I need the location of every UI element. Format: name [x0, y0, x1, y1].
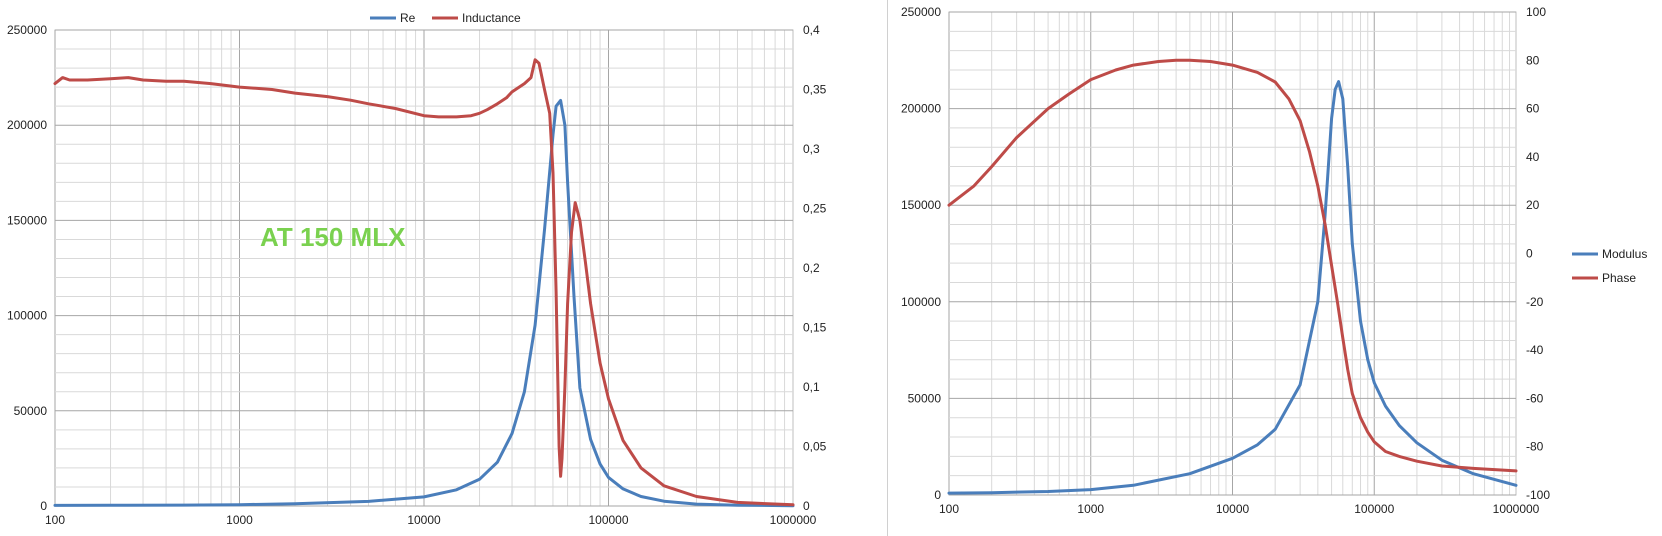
y-tick-label: 100000	[7, 309, 47, 323]
y-tick-label: 100000	[901, 295, 941, 309]
legend-label: Re	[400, 11, 416, 25]
y2-tick-label: 0	[1526, 247, 1533, 261]
x-tick-label: 10000	[1216, 502, 1250, 516]
y-tick-label: 150000	[901, 198, 941, 212]
y2-tick-label: 0,1	[803, 380, 820, 394]
y2-tick-label: 80	[1526, 53, 1540, 67]
y2-tick-label: 0,05	[803, 440, 827, 454]
y2-tick-label: 100	[1526, 5, 1546, 19]
y2-tick-label: -60	[1526, 391, 1544, 405]
x-tick-label: 100000	[1354, 502, 1394, 516]
y-tick-label: 0	[40, 499, 47, 513]
y2-tick-label: -80	[1526, 440, 1544, 454]
series-line-re	[53, 98, 795, 508]
y2-tick-label: -100	[1526, 488, 1550, 502]
y2-tick-label: 0,35	[803, 83, 827, 97]
panel-separator	[887, 0, 888, 536]
y2-tick-label: -40	[1526, 343, 1544, 357]
legend-label: Inductance	[462, 11, 521, 25]
chart-2: 100 1000 10000 100000 1000000050000100000150…	[901, 5, 1647, 516]
x-tick-label: 100	[45, 513, 65, 527]
chart-annotation: AT 150 MLX	[260, 222, 406, 252]
series-line-modulus	[947, 80, 1518, 495]
x-tick-label: 100	[939, 502, 959, 516]
legend-label: Modulus	[1602, 247, 1647, 261]
x-tick-label: 10000	[407, 513, 441, 527]
chart-1: 100 1000 10000 100000 1000000050000100000150…	[7, 11, 827, 527]
y-tick-label: 0	[934, 488, 941, 502]
y2-tick-label: 0,3	[803, 142, 820, 156]
y-tick-label: 250000	[901, 5, 941, 19]
y2-tick-label: 0,15	[803, 321, 827, 335]
legend-label: Phase	[1602, 271, 1636, 285]
series-line-inductance	[53, 58, 795, 507]
y-tick-label: 50000	[14, 404, 48, 418]
x-tick-label: 1000000	[770, 513, 817, 527]
y2-tick-label: 20	[1526, 198, 1540, 212]
y2-tick-label: -20	[1526, 295, 1544, 309]
y-tick-label: 250000	[7, 23, 47, 37]
y2-tick-label: 60	[1526, 102, 1540, 116]
y-tick-label: 150000	[7, 213, 47, 227]
y-tick-label: 200000	[901, 102, 941, 116]
x-tick-label: 100000	[588, 513, 628, 527]
y2-tick-label: 0,2	[803, 261, 820, 275]
x-tick-label: 1000	[226, 513, 253, 527]
y2-tick-label: 0	[803, 499, 810, 513]
x-tick-label: 1000	[1077, 502, 1104, 516]
y-tick-label: 50000	[908, 391, 942, 405]
y-tick-label: 200000	[7, 118, 47, 132]
y2-tick-label: 40	[1526, 150, 1540, 164]
y2-tick-label: 0,4	[803, 23, 820, 37]
x-tick-label: 1000000	[1493, 502, 1540, 516]
y2-tick-label: 0,25	[803, 202, 827, 216]
series-line-phase	[947, 58, 1518, 473]
